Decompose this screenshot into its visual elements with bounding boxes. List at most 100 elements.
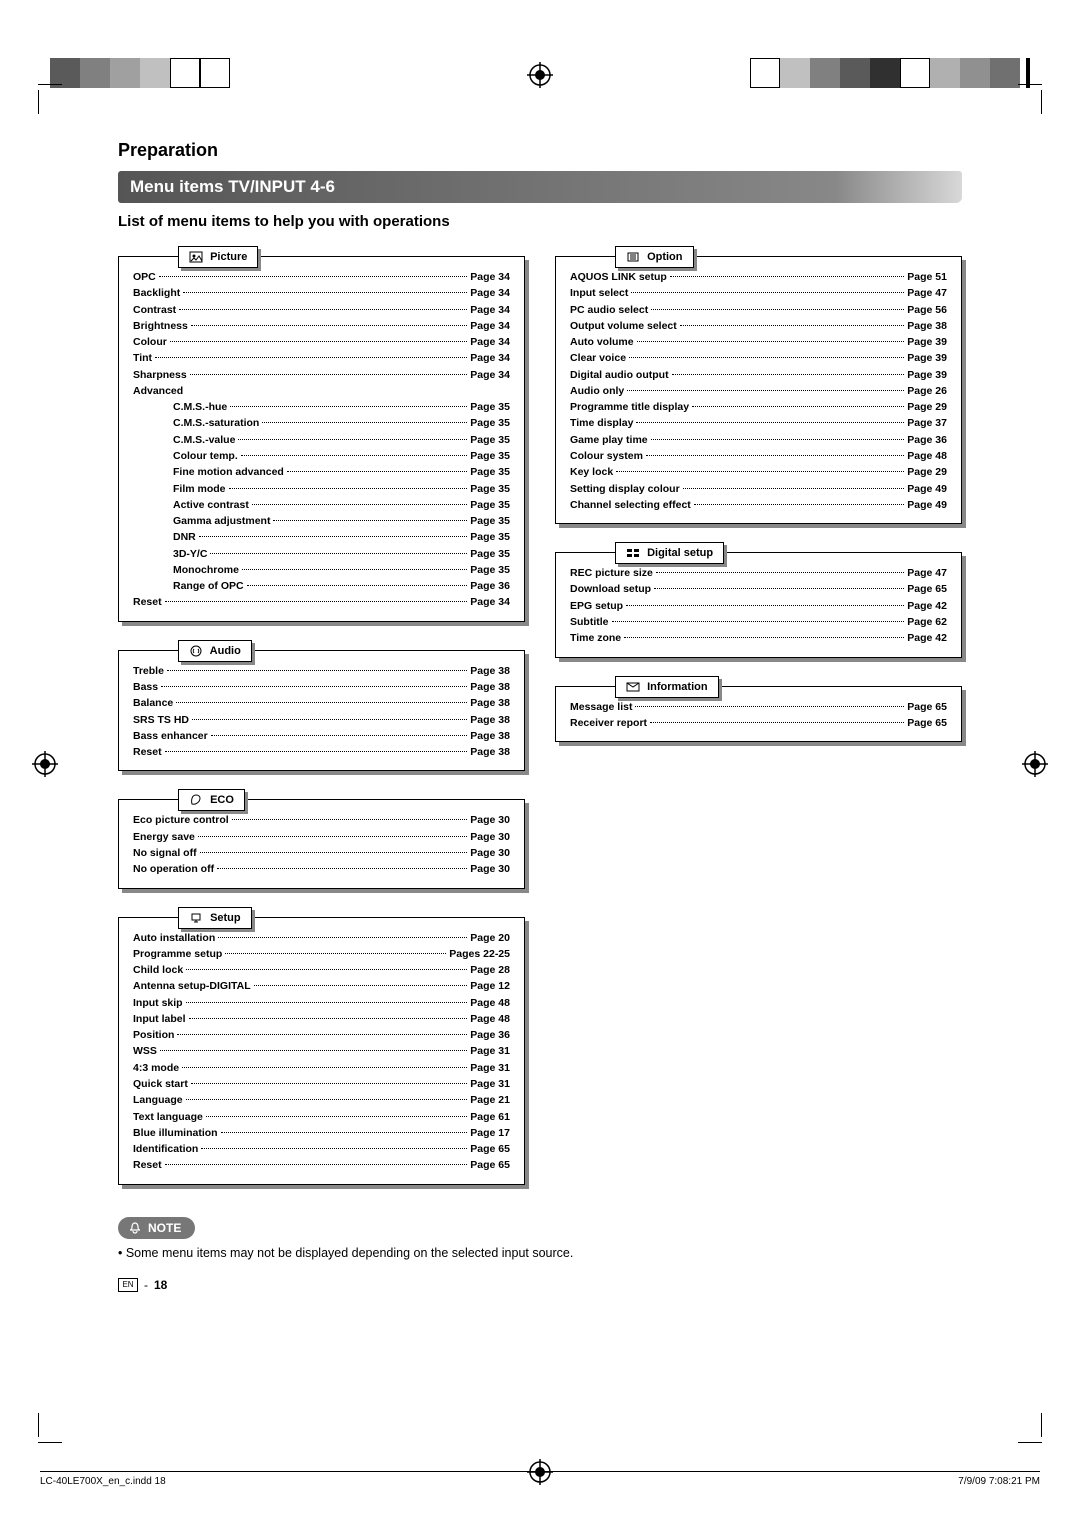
footer-left: LC-40LE700X_en_c.indd 18 (40, 1476, 166, 1487)
menu-row: Active contrastPage 35 (133, 497, 510, 513)
menu-row: Film modePage 35 (133, 481, 510, 497)
leader-dots (186, 1002, 468, 1003)
menu-item-label: C.M.S.-saturation (133, 415, 259, 431)
menu-item-label: Tint (133, 350, 152, 366)
menu-row: No operation offPage 30 (133, 861, 510, 877)
menu-item-label: Quick start (133, 1076, 188, 1092)
menu-row: Blue illuminationPage 17 (133, 1125, 510, 1141)
menu-row: BacklightPage 34 (133, 285, 510, 301)
menu-item-page: Page 31 (470, 1076, 510, 1092)
menu-item-label: Auto installation (133, 930, 215, 946)
menu-row: Download setupPage 65 (570, 581, 947, 597)
crop-mark (1039, 1413, 1042, 1437)
menu-item-page: Page 35 (470, 562, 510, 578)
menu-item-label: DNR (133, 529, 196, 545)
print-footer: LC-40LE700X_en_c.indd 18 7/9/09 7:08:21 … (40, 1471, 1040, 1487)
menu-row: Programme title displayPage 29 (570, 399, 947, 415)
note-badge: NOTE (118, 1217, 195, 1239)
leader-dots (165, 1164, 468, 1165)
menu-item-page: Page 35 (470, 415, 510, 431)
menu-item-page: Page 37 (907, 415, 947, 431)
menu-row: MonochromePage 35 (133, 562, 510, 578)
left-column: Picture OPCPage 34BacklightPage 34Contra… (118, 246, 525, 1203)
menu-row: BrightnessPage 34 (133, 318, 510, 334)
leader-dots (637, 341, 905, 342)
leader-dots (183, 292, 467, 293)
crop-mark (1018, 84, 1042, 85)
leader-dots (680, 325, 905, 326)
menu-row: LanguagePage 21 (133, 1092, 510, 1108)
menu-item-page: Page 38 (470, 744, 510, 760)
menu-item-label: Output volume select (570, 318, 677, 334)
menu-item-page: Page 35 (470, 448, 510, 464)
menu-row: TintPage 34 (133, 350, 510, 366)
crop-mark (1018, 1442, 1042, 1443)
menu-item-page: Page 30 (470, 861, 510, 877)
category-label-text: Digital setup (647, 547, 713, 559)
leader-dots (627, 390, 904, 391)
leader-dots (230, 406, 467, 407)
section-header-bar: Menu items TV/INPUT 4-6 (118, 171, 962, 203)
menu-item-label: Input skip (133, 995, 183, 1011)
menu-item-page: Page 35 (470, 464, 510, 480)
menu-item-label: OPC (133, 269, 156, 285)
page-number-value: 18 (154, 1278, 167, 1292)
menu-item-label: Identification (133, 1141, 198, 1157)
leader-dots (624, 637, 904, 638)
menu-row: Text languagePage 61 (133, 1109, 510, 1125)
leader-dots (238, 439, 467, 440)
menu-item-label: Auto volume (570, 334, 634, 350)
leader-dots (612, 621, 905, 622)
menu-row: C.M.S.-huePage 35 (133, 399, 510, 415)
menu-row: Clear voicePage 39 (570, 350, 947, 366)
menu-item-label: Balance (133, 695, 173, 711)
category-label-information: Information (615, 676, 719, 698)
category-label-text: Option (647, 251, 682, 263)
menu-row: SubtitlePage 62 (570, 614, 947, 630)
menu-item-label: Time zone (570, 630, 621, 646)
menu-row: Antenna setup-DIGITALPage 12 (133, 978, 510, 994)
menu-item-label: 3D-Y/C (133, 546, 207, 562)
menu-row: Audio onlyPage 26 (570, 383, 947, 399)
leader-dots (160, 1050, 467, 1051)
menu-item-label: Input select (570, 285, 628, 301)
menu-row: OPCPage 34 (133, 269, 510, 285)
leader-dots (201, 1148, 467, 1149)
menu-item-label: Colour system (570, 448, 643, 464)
leader-dots (177, 1034, 467, 1035)
eco-icon (189, 794, 203, 806)
menu-row: Programme setupPages 22-25 (133, 946, 510, 962)
leader-dots (262, 422, 467, 423)
menu-item-page: Page 48 (907, 448, 947, 464)
category-label-eco: ECO (178, 789, 245, 811)
menu-item-label: Fine motion advanced (133, 464, 284, 480)
menu-row: PositionPage 36 (133, 1027, 510, 1043)
leader-dots (155, 357, 467, 358)
menu-row: SRS TS HDPage 38 (133, 712, 510, 728)
menu-item-page: Page 62 (907, 614, 947, 630)
menu-item-page: Page 47 (907, 565, 947, 581)
page-number-dash: - (144, 1278, 148, 1292)
footer-right: 7/9/09 7:08:21 PM (958, 1476, 1040, 1487)
leader-dots (656, 572, 904, 573)
leader-dots (161, 686, 467, 687)
menu-row: Input selectPage 47 (570, 285, 947, 301)
category-box-digital: REC picture sizePage 47Download setupPag… (555, 552, 962, 657)
registration-mark-icon (32, 751, 58, 777)
menu-item-page: Page 34 (470, 367, 510, 383)
menu-item-label: C.M.S.-value (133, 432, 235, 448)
menu-row: Energy savePage 30 (133, 829, 510, 845)
menu-item-label: Setting display colour (570, 481, 680, 497)
menu-row: Eco picture controlPage 30 (133, 812, 510, 828)
menu-item-page: Page 65 (907, 699, 947, 715)
menu-item-label: Time display (570, 415, 633, 431)
menu-item-label: Eco picture control (133, 812, 229, 828)
registration-mark-icon (527, 62, 553, 88)
menu-row: Input skipPage 48 (133, 995, 510, 1011)
leader-dots (654, 588, 904, 589)
leader-dots (210, 553, 467, 554)
menu-item-label: Position (133, 1027, 174, 1043)
menu-row: 3D-Y/CPage 35 (133, 546, 510, 562)
menu-item-page: Page 35 (470, 481, 510, 497)
leader-dots (629, 357, 904, 358)
